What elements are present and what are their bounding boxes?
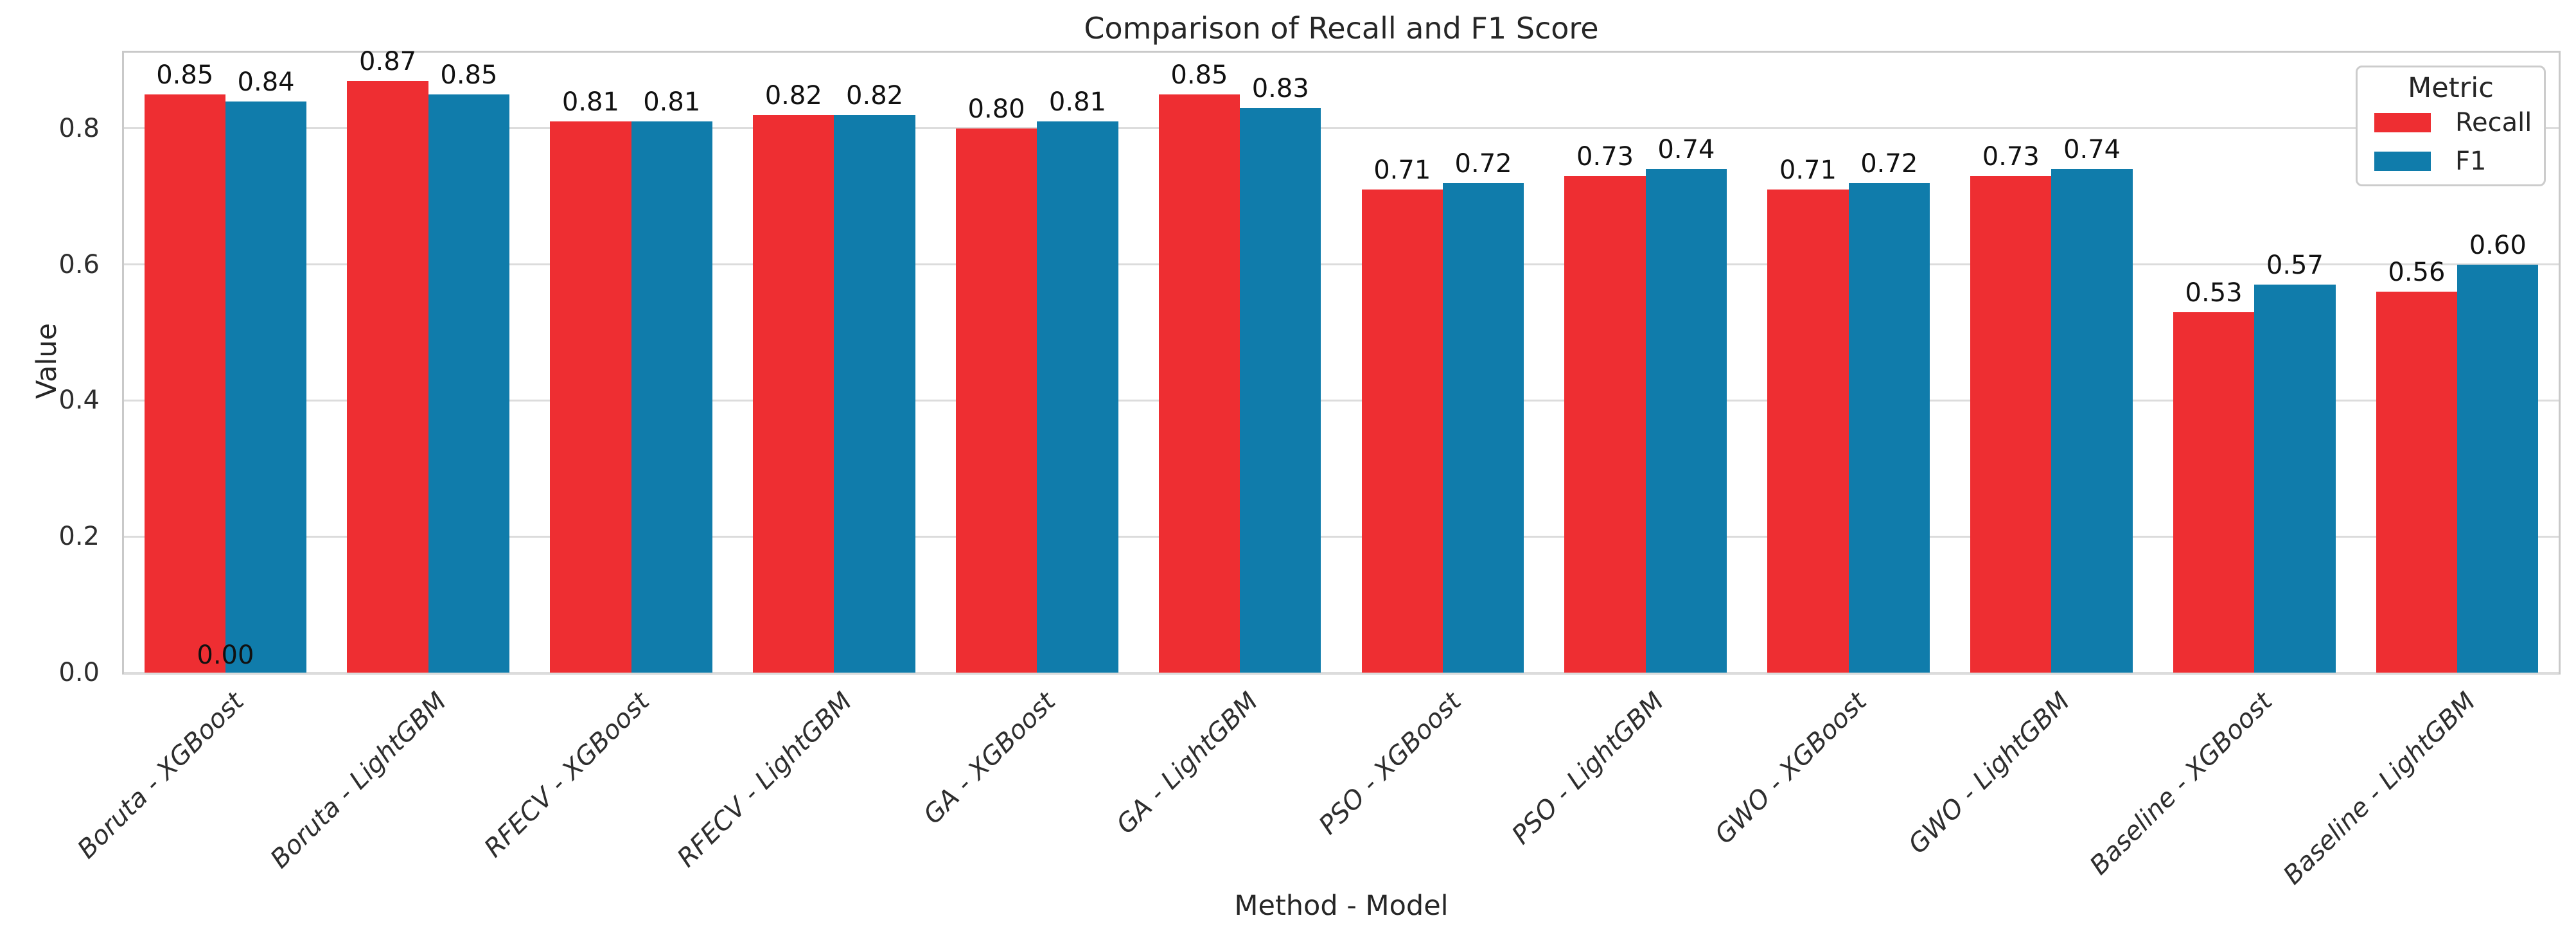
bar-value-label: 0.82 <box>764 80 822 110</box>
gridline <box>124 535 2559 538</box>
x-tick-label: GA - XGBoost <box>917 687 1061 831</box>
bar-f1-8 <box>1848 182 1930 673</box>
bar-value-label: 0.83 <box>1251 74 1309 104</box>
bar-f1-0 <box>225 101 307 673</box>
gridline <box>124 399 2559 402</box>
x-tick-label: RFECV - LightGBM <box>672 687 858 873</box>
y-tick-label: 0.6 <box>58 249 100 279</box>
y-tick-label: 0.4 <box>58 385 100 416</box>
bar-f1-1 <box>428 94 510 673</box>
bar-value-label: 0.71 <box>1779 155 1837 186</box>
bar-value-label: 0.85 <box>1170 60 1228 90</box>
bar-f1-5 <box>1240 108 1321 673</box>
bar-value-label: 0.87 <box>359 46 417 76</box>
bar-value-label: 0.56 <box>2388 258 2446 288</box>
gridline <box>124 263 2559 266</box>
bar-f1-7 <box>1645 169 1727 673</box>
x-tick-label: GWO - XGBoost <box>1709 687 1873 850</box>
baseline-annotation: 0.00 <box>197 640 254 670</box>
legend-label-f1: F1 <box>2455 146 2487 176</box>
bar-value-label: 0.84 <box>237 67 295 97</box>
x-tick-label: GA - LightGBM <box>1111 687 1264 840</box>
bar-value-label: 0.53 <box>2185 278 2243 308</box>
y-tick-label: 0.8 <box>58 113 100 143</box>
bar-f1-3 <box>834 114 915 673</box>
x-tick-label: PSO - XGBoost <box>1313 687 1467 841</box>
x-tick-label: Boruta - LightGBM <box>265 687 453 874</box>
bar-recall-10 <box>2173 312 2255 673</box>
legend-title: Metric <box>2408 72 2494 104</box>
bar-value-label: 0.71 <box>1373 155 1431 186</box>
y-tick-label: 0.2 <box>58 522 100 552</box>
x-tick-label: RFECV - XGBoost <box>479 687 656 863</box>
bar-value-label: 0.73 <box>1982 142 2040 172</box>
bar-recall-11 <box>2376 292 2458 673</box>
bar-recall-8 <box>1767 190 1849 673</box>
bar-recall-9 <box>1970 176 2052 673</box>
x-tick-label: GWO - LightGBM <box>1902 687 2076 860</box>
bar-value-label: 0.74 <box>1657 135 1715 165</box>
bar-recall-4 <box>955 128 1037 673</box>
bar-value-label: 0.81 <box>643 87 701 118</box>
bar-f1-6 <box>1442 182 1524 673</box>
bar-value-label: 0.85 <box>440 60 498 90</box>
bar-value-label: 0.72 <box>1860 148 1918 179</box>
bar-value-label: 0.82 <box>846 80 904 110</box>
x-axis-label: Method - Model <box>1234 890 1449 922</box>
chart-title: Comparison of Recall and F1 Score <box>1084 11 1599 46</box>
bar-value-label: 0.60 <box>2469 230 2527 260</box>
bar-f1-4 <box>1037 121 1118 673</box>
gridline <box>124 671 2559 674</box>
plot-area <box>122 51 2561 675</box>
bar-recall-1 <box>347 80 428 673</box>
bar-recall-5 <box>1158 94 1240 673</box>
bar-value-label: 0.81 <box>1048 87 1106 118</box>
legend-item-recall: Recall <box>2358 103 2544 142</box>
legend-label-recall: Recall <box>2455 108 2532 137</box>
bar-recall-7 <box>1564 176 1646 673</box>
bar-f1-2 <box>631 121 712 673</box>
bar-recall-6 <box>1361 190 1443 673</box>
legend-swatch-recall <box>2374 113 2431 132</box>
legend: Metric Recall F1 <box>2356 66 2546 186</box>
x-tick-label: Baseline - XGBoost <box>2085 687 2279 881</box>
bar-value-label: 0.73 <box>1576 142 1634 172</box>
legend-swatch-f1 <box>2374 152 2431 171</box>
bar-recall-3 <box>753 114 834 673</box>
x-tick-label: Boruta - XGBoost <box>71 687 250 865</box>
bar-f1-10 <box>2254 285 2336 673</box>
gridline <box>124 127 2559 130</box>
bar-value-label: 0.85 <box>156 60 214 90</box>
bar-value-label: 0.74 <box>2063 135 2121 165</box>
bar-value-label: 0.72 <box>1454 148 1512 179</box>
x-tick-label: PSO - LightGBM <box>1506 687 1670 851</box>
y-tick-label: 0.0 <box>58 658 100 687</box>
bar-recall-0 <box>144 94 225 673</box>
bar-value-label: 0.81 <box>561 87 619 118</box>
x-tick-label: Baseline - LightGBM <box>2277 687 2482 890</box>
bar-recall-2 <box>550 121 631 673</box>
bar-f1-9 <box>2051 169 2133 673</box>
legend-item-f1: F1 <box>2358 142 2544 181</box>
bar-f1-11 <box>2457 264 2539 673</box>
bar-value-label: 0.57 <box>2266 251 2324 281</box>
bar-value-label: 0.80 <box>967 94 1025 124</box>
